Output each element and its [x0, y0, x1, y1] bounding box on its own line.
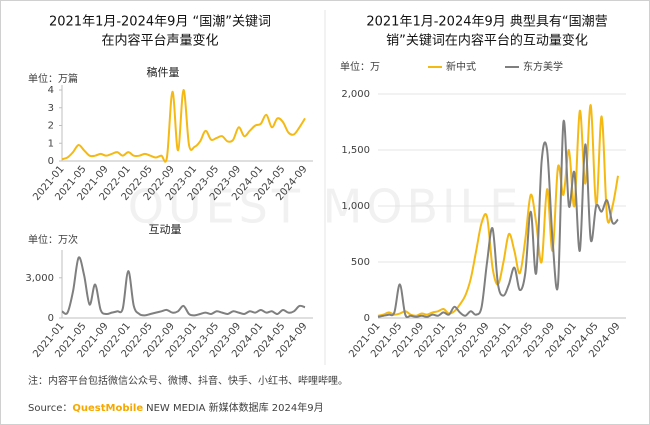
y-tick-label: 0 [364, 313, 370, 324]
legend-label: 东方美学 [523, 60, 563, 73]
y-tick-label: 3,000 [25, 273, 54, 284]
source-brand: QuestMobile [72, 403, 143, 414]
y-tick-label: 1,500 [341, 145, 370, 156]
y-tick-label: 1 [48, 138, 54, 149]
y-tick-label: 500 [351, 257, 370, 268]
chart-title: 稿件量 [147, 65, 180, 79]
unit-label: 单位：万 [340, 60, 380, 73]
legend-label: 新中式 [446, 60, 476, 73]
line-series [61, 88, 306, 163]
y-tick-label: 1,000 [341, 201, 370, 212]
y-tick-label: 4 [48, 85, 54, 96]
y-tick-label: 0 [48, 313, 54, 324]
unit-label: 单位：万次 [28, 233, 78, 246]
y-tick-label: 3 [48, 103, 54, 114]
line-series [377, 119, 619, 319]
y-tick-label: 2 [48, 121, 54, 132]
line-series [377, 104, 619, 317]
line-series [61, 256, 306, 317]
y-tick-label: 2,000 [341, 89, 370, 100]
source-label: Source： [28, 403, 72, 414]
chart-title: 互动量 [149, 223, 182, 236]
unit-label: 单位：万篇 [28, 72, 78, 85]
source-text: NEW MEDIA 新媒体数据库 2024年9月 [146, 401, 323, 414]
chart-title: 2021年1月-2024年9月 典型具有“国潮营 [366, 15, 607, 30]
panel-title: 2021年1月-2024年9月 “国潮”关键词 [49, 15, 271, 30]
y-tick-label: 0 [48, 156, 54, 167]
source: Source：QuestMobile NEW MEDIA 新媒体数据库 2024年… [28, 401, 324, 414]
panel-title: 在内容平台声量变化 [101, 33, 218, 49]
chart-title: 销”关键词在内容平台的互动量变化 [386, 33, 588, 49]
note: 注：内容平台包括微信公众号、微博、抖音、快手、小红书、哔哩哔哩。 [28, 374, 348, 387]
